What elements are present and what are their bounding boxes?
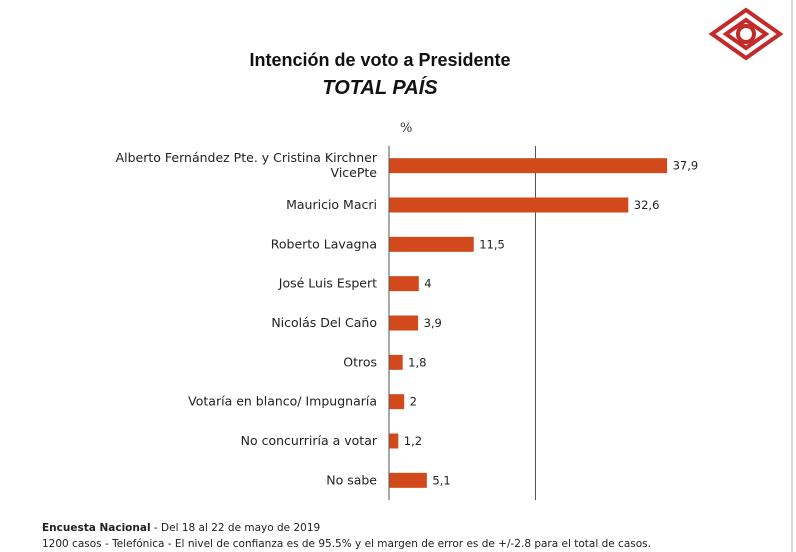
footer-line-1: Encuesta Nacional - Del 18 al 22 de mayo… xyxy=(42,522,320,534)
category-label: Votaría en blanco/ Impugnaría xyxy=(188,394,377,409)
data-label: 32,6 xyxy=(634,198,660,212)
footer-line-2: 1200 casos - Telefónica - El nivel de co… xyxy=(42,538,651,550)
bar xyxy=(389,197,629,213)
unit-label: % xyxy=(400,121,413,136)
category-label: Alberto Fernández Pte. y Cristina Kirchn… xyxy=(116,150,378,165)
category-label: Otros xyxy=(343,354,377,369)
chart-subtitle: TOTAL PAÍS xyxy=(322,77,438,99)
bar xyxy=(389,276,419,292)
footer-dates: - Del 18 al 22 de mayo de 2019 xyxy=(150,522,321,534)
category-label: No concurriría a votar xyxy=(241,433,378,448)
bar xyxy=(389,433,399,449)
category-label: VicePte xyxy=(331,165,378,180)
category-label: No sabe xyxy=(326,472,377,487)
data-label: 4 xyxy=(424,277,431,291)
chart-title: Intención de voto a Presidente xyxy=(249,50,511,70)
footer-survey-name: Encuesta Nacional xyxy=(42,522,151,534)
category-label: Roberto Lavagna xyxy=(271,236,377,251)
frame-border xyxy=(791,0,793,552)
bar xyxy=(389,472,427,488)
diamond-logo-icon xyxy=(708,7,784,61)
data-label: 1,2 xyxy=(404,434,422,448)
data-label: 5,1 xyxy=(432,473,450,487)
data-label: 1,8 xyxy=(408,355,426,369)
data-label: 37,9 xyxy=(673,159,699,173)
data-label: 2 xyxy=(410,395,417,409)
bar xyxy=(389,236,474,252)
bar xyxy=(389,394,405,410)
category-label: Nicolás Del Caño xyxy=(271,315,377,330)
bar xyxy=(389,354,403,370)
data-label: 11,5 xyxy=(479,237,505,251)
bar xyxy=(389,158,668,174)
category-label: Mauricio Macri xyxy=(286,197,377,212)
bar xyxy=(389,315,419,331)
data-label: 3,9 xyxy=(424,316,442,330)
category-label: José Luis Espert xyxy=(278,276,377,291)
